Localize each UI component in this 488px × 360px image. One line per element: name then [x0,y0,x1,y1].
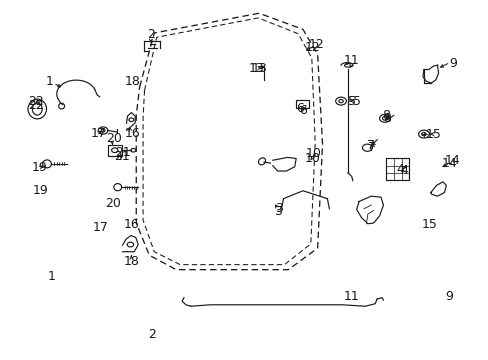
Text: 9: 9 [448,57,456,70]
Text: 2: 2 [147,328,156,341]
Text: 10: 10 [305,147,321,160]
Text: 2: 2 [146,28,155,41]
Text: 8: 8 [381,109,389,122]
Text: 15: 15 [425,127,440,141]
Text: 19: 19 [31,161,47,174]
Text: 12: 12 [308,38,324,51]
Text: 7: 7 [366,139,374,152]
Text: 14: 14 [444,154,459,167]
Text: 13: 13 [251,62,266,75]
Text: 17: 17 [93,221,108,234]
Text: 15: 15 [421,218,437,231]
Text: 5: 5 [347,95,355,108]
Text: 7: 7 [367,141,375,154]
Text: 18: 18 [123,255,139,268]
Text: 6: 6 [296,102,304,115]
Text: 11: 11 [343,290,359,303]
Text: 11: 11 [343,54,359,67]
Text: 17: 17 [90,127,106,140]
Text: 12: 12 [304,41,320,54]
Text: 1: 1 [48,270,56,283]
Text: 5: 5 [352,95,360,108]
Text: 9: 9 [445,290,452,303]
Text: 6: 6 [299,104,306,117]
Text: 16: 16 [124,127,140,140]
Text: 22: 22 [28,95,43,108]
Text: 22: 22 [28,99,43,112]
Text: 10: 10 [304,152,320,165]
Text: 20: 20 [105,197,121,210]
Text: 1: 1 [45,75,53,88]
Text: 13: 13 [248,62,264,75]
Text: 14: 14 [441,157,456,170]
Text: 21: 21 [114,150,129,163]
Text: 19: 19 [33,184,48,197]
Text: 21: 21 [115,145,130,158]
Text: 16: 16 [123,218,139,231]
Text: 20: 20 [106,131,122,145]
Text: 18: 18 [124,75,140,88]
Text: 3: 3 [273,205,281,218]
Text: 4: 4 [396,163,404,176]
Text: 8: 8 [382,112,390,125]
Text: 3: 3 [274,202,282,215]
Text: 4: 4 [400,164,407,177]
